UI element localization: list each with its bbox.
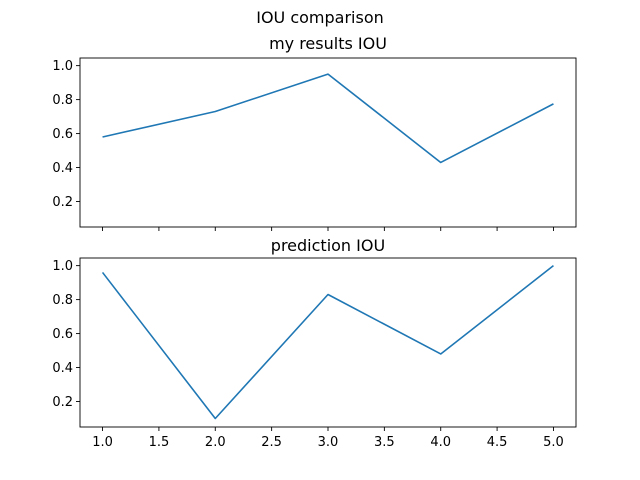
subplot-top-ytick-label: 0.8 [52, 93, 73, 108]
subplot-bottom-xtick-label: 4.0 [430, 435, 451, 450]
subplot-bottom-frame [79, 257, 577, 428]
subplot-bottom-xtick-label: 3.0 [318, 435, 339, 450]
subplot-bottom-ticks: 0.2 0.4 0.6 0.8 1.0 1.0 1.5 2.0 2.5 3.0 3.5 4.0 4.5 5… [52, 259, 563, 450]
subplot-top-frame [79, 57, 577, 228]
subplot-top-ytick-label: 1.0 [52, 59, 73, 74]
subplot-bottom-xtick-label: 2.5 [261, 435, 282, 450]
subplot-bottom-ytick-label: 1.0 [52, 259, 73, 274]
subplot-top-ticks: 0.2 0.4 0.6 0.8 1.0 [52, 59, 554, 231]
subplot-bottom-title: prediction IOU [271, 236, 385, 255]
subplot-top-ytick-label: 0.6 [52, 127, 73, 142]
figure-suptitle: IOU comparison [256, 8, 384, 27]
subplot-top-ytick-label: 0.2 [52, 195, 73, 210]
subplot-top-series-line [102, 73, 554, 164]
subplot-bottom-ytick-label: 0.8 [52, 293, 73, 308]
subplot-top-ytick-label: 0.4 [52, 161, 73, 176]
subplot-bottom: prediction IOU 0.2 0.4 0.6 0.8 1.0 1.0 1.5 2.0 2… [52, 236, 577, 450]
subplot-bottom-ytick-label: 0.4 [52, 361, 73, 376]
subplot-top: my results IOU 0.2 0.4 0.6 0.8 1.0 [52, 34, 577, 231]
subplot-bottom-series-line [101, 265, 554, 420]
subplot-bottom-ytick-label: 0.2 [52, 395, 73, 410]
subplot-bottom-ytick-label: 0.6 [52, 327, 73, 342]
subplot-bottom-xtick-label: 1.5 [149, 435, 170, 450]
subplot-bottom-xtick-label: 4.5 [487, 435, 508, 450]
subplot-bottom-xtick-label: 3.5 [374, 435, 395, 450]
subplot-top-title: my results IOU [269, 34, 387, 53]
subplot-bottom-xtick-label: 5.0 [543, 435, 564, 450]
subplot-bottom-xtick-label: 2.0 [205, 435, 226, 450]
subplot-bottom-xtick-label: 1.0 [92, 435, 113, 450]
